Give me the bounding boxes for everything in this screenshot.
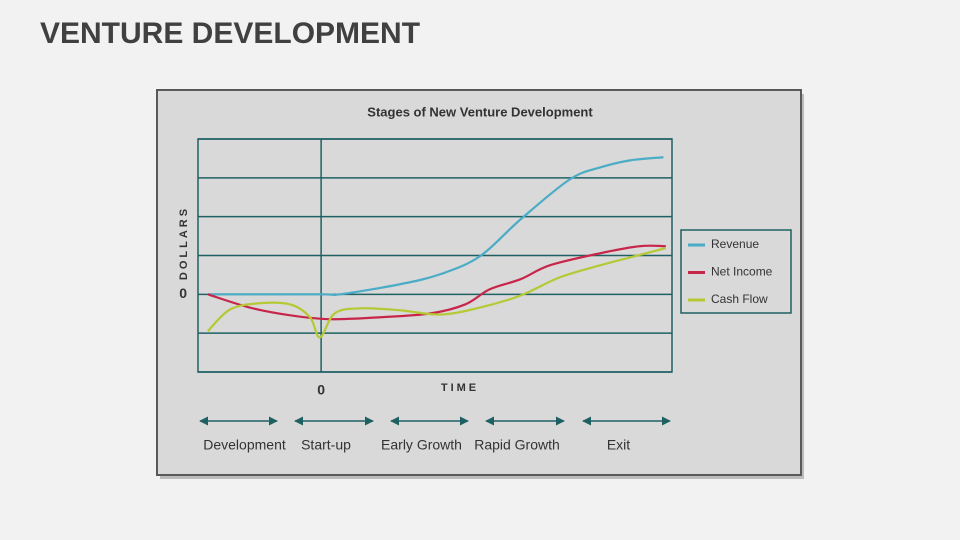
slide-title: VENTURE DEVELOPMENT	[40, 17, 420, 50]
y-axis-label: DOLLARS	[178, 206, 190, 280]
chart-title: Stages of New Venture Development	[367, 104, 593, 119]
legend-label: Revenue	[711, 237, 759, 251]
stage-label: Exit	[607, 437, 630, 453]
legend-label: Cash Flow	[711, 292, 768, 306]
series-line	[207, 156, 664, 297]
x-tick-label: 0	[317, 382, 325, 398]
stage-label: Rapid Growth	[474, 437, 560, 453]
stage-label: Development	[203, 437, 286, 453]
legend-label: Net Income	[711, 265, 773, 279]
series-line	[207, 247, 667, 339]
stage-label: Start-up	[301, 437, 351, 453]
x-axis-label: TIME	[441, 382, 479, 394]
series-line	[207, 244, 666, 321]
y-tick-label: 0	[179, 285, 187, 301]
chart-panel	[156, 89, 802, 476]
legend	[680, 229, 792, 314]
stage-label: Early Growth	[381, 437, 462, 453]
